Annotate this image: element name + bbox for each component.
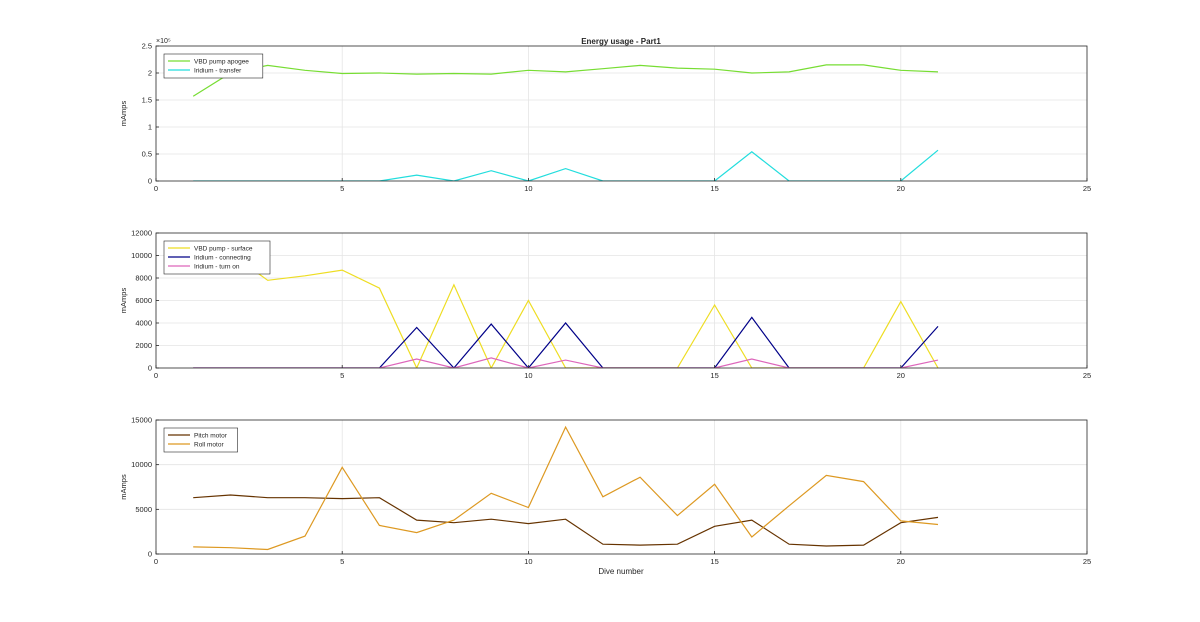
y-exponent-label: ×10⁵ <box>156 38 171 45</box>
legend: VBD pump apogee Iridium - transfer <box>163 53 264 79</box>
legend: VBD pump - surface Iridium - connecting Ir… <box>163 240 271 275</box>
y-tick-label: 12000 <box>131 229 152 238</box>
x-tick-label: 10 <box>524 184 532 193</box>
y-tick-label: 8000 <box>135 274 152 283</box>
legend-entry: Iridium - transfer <box>194 68 242 75</box>
y-tick-label: 1 <box>148 123 152 132</box>
legend-entry: Pitch motor <box>194 433 228 440</box>
series-line-pitch-motor <box>193 494 939 547</box>
series-line-vbd-pump-surface <box>193 241 939 368</box>
series-line-vbd-pump-apogee <box>192 64 939 97</box>
y-tick-label: 6000 <box>135 296 152 305</box>
x-tick-label: 15 <box>710 557 718 566</box>
legend-entry: Roll motor <box>194 442 224 449</box>
x-tick-label: 20 <box>897 184 905 193</box>
y-tick-label: 10000 <box>131 251 152 260</box>
figure-title: Energy usage - Part1 <box>581 37 661 46</box>
legend-entry: VBD pump apogee <box>194 59 249 66</box>
y-tick-label: 10000 <box>131 460 152 469</box>
x-tick-label: 5 <box>340 557 344 566</box>
y-tick-label: 0 <box>148 550 152 559</box>
legend: Pitch motor Roll motor <box>163 427 238 453</box>
x-tick-label: 25 <box>1083 184 1091 193</box>
plot-area <box>156 46 1087 181</box>
x-tick-label: 20 <box>897 371 905 380</box>
y-axis-label: mAmps <box>119 288 128 314</box>
series-line-roll-motor <box>193 425 939 551</box>
y-tick-label: 2.5 <box>142 42 152 51</box>
series-line-iridium-turn-on <box>193 357 939 368</box>
x-tick-label: 0 <box>154 557 158 566</box>
series-line-iridium-transfer <box>193 149 939 181</box>
y-tick-label: 1.5 <box>142 96 152 105</box>
y-tick-label: 2 <box>148 69 152 78</box>
legend-entry: Iridium - connecting <box>194 255 251 262</box>
y-axis-label: mAmps <box>119 474 128 500</box>
y-tick-label: 5000 <box>135 505 152 514</box>
y-tick-label: 0 <box>148 177 152 186</box>
x-tick-label: 25 <box>1083 557 1091 566</box>
legend-box <box>163 427 238 453</box>
y-tick-label: 0.5 <box>142 150 152 159</box>
legend-entry: Iridium - turn on <box>194 264 240 271</box>
x-tick-label: 0 <box>154 184 158 193</box>
x-tick-label: 5 <box>340 184 344 193</box>
legend-entry: VBD pump - surface <box>194 246 253 253</box>
y-tick-label: 4000 <box>135 319 152 328</box>
subplot-1: 0 5 10 15 20 25 0 0.5 1 1.5 2 2.5 ×10⁵ mAmps VBD pump … <box>119 38 1091 193</box>
x-tick-label: 0 <box>154 371 158 380</box>
x-tick-label: 20 <box>897 557 905 566</box>
x-tick-label: 10 <box>524 557 532 566</box>
y-tick-label: 0 <box>148 364 152 373</box>
x-tick-label: 5 <box>340 371 344 380</box>
legend-box <box>163 53 264 79</box>
axes-box <box>155 419 1088 555</box>
x-tick-label: 15 <box>710 371 718 380</box>
y-axis-label: mAmps <box>119 101 128 127</box>
axes-box <box>155 45 1088 182</box>
y-tick-label: 15000 <box>131 416 152 425</box>
series-line-iridium-connecting <box>193 316 939 368</box>
x-tick-label: 25 <box>1083 371 1091 380</box>
subplots: 0 5 10 15 20 25 0 0.5 1 1.5 2 2.5 ×10⁵ mAmps VBD pump … <box>119 38 1091 566</box>
figure-xlabel: Dive number <box>598 567 644 576</box>
subplot-2: 0 5 10 15 20 25 0 2000 4000 6000 8000 10000 12000 mAm… <box>119 229 1091 381</box>
x-tick-label: 10 <box>524 371 532 380</box>
y-tick-label: 2000 <box>135 341 152 350</box>
x-tick-label: 15 <box>710 184 718 193</box>
subplot-3: 0 5 10 15 20 25 0 5000 10000 15000 mAmps Pitch moto… <box>119 416 1091 567</box>
